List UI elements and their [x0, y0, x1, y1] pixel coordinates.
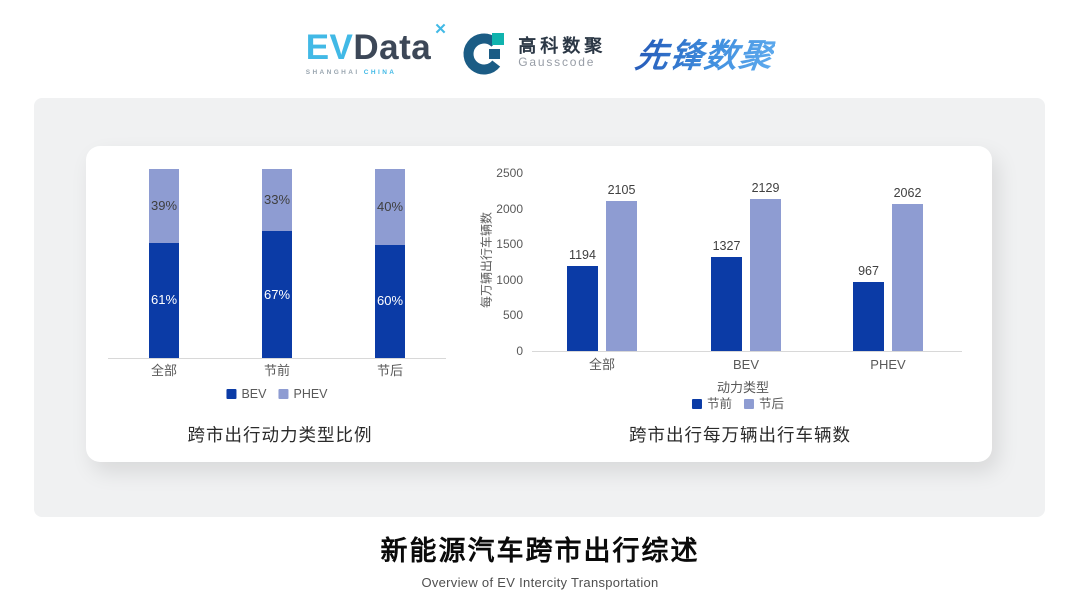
evdata-spark-icon: ✕ — [434, 21, 448, 38]
bar-value-label: 2062 — [893, 186, 922, 201]
bar-segment-bev — [375, 244, 405, 358]
bar-value-label: 2105 — [607, 183, 636, 198]
category-label: PHEV — [870, 357, 906, 372]
legend-swatch — [226, 389, 237, 399]
evdata-sub-shanghai: SHANGHAI — [305, 69, 360, 76]
legend-item: PHEV — [278, 387, 328, 401]
category-label: 节后 — [376, 363, 403, 378]
bar-segment-phev — [262, 169, 292, 232]
gausscode-en-text: Gausscode — [518, 55, 596, 70]
bar-value-label: 1194 — [569, 247, 596, 262]
gausscode-cn-text: 高科数聚 — [518, 35, 607, 56]
page-footer: 新能源汽车跨市出行综述 Overview of EV Intercity Tra… — [0, 529, 1080, 590]
bar-segment-bev — [262, 231, 292, 358]
bar-segment-phev — [375, 169, 405, 245]
xianfeng-logo: 先锋数聚 — [633, 29, 776, 77]
x-axis-title: 动力类型 — [716, 380, 770, 395]
gausscode-text: 高科数聚 Gausscode — [518, 35, 607, 70]
bar-value-label: 40% — [376, 198, 404, 214]
chart-title: 跨市出行每万辆出行车辆数 — [629, 425, 851, 445]
bar-segment-bev — [149, 242, 179, 358]
page-subtitle: Overview of EV Intercity Transportation — [421, 575, 659, 590]
evdata-logo: EVData ✕ SHANGHAI CHINA — [305, 22, 447, 76]
legend-swatch — [744, 399, 754, 409]
bar-value-label: 1327 — [712, 238, 741, 253]
y-axis-title: 每万辆出行车辆数 — [479, 211, 494, 309]
gausscode-g-icon — [463, 33, 505, 75]
evdata-data-text: Data — [353, 28, 432, 67]
chart-legend: 节前 节后 — [691, 397, 784, 411]
y-axis-tick-label: 500 — [502, 308, 523, 323]
xianfeng-text: 先锋数聚 — [633, 29, 778, 77]
bar-value-label: 2129 — [751, 181, 780, 196]
logo-bar: EVData ✕ SHANGHAI CHINA 高科数聚 Gausscode 先… — [0, 22, 1080, 84]
bar-节前 — [711, 256, 742, 351]
legend-swatch — [278, 389, 289, 399]
legend-item: 节前 — [691, 397, 732, 411]
chart-trips-per-10k: 0 500 1000 1500 2000 2500 每万辆出行车辆数 1194 2105 全部 13… — [460, 146, 992, 462]
chart-legend: BEV PHEV — [226, 387, 328, 401]
bar-节后 — [606, 201, 637, 351]
bar-value-label: 61% — [150, 292, 178, 308]
bar-value-label: 967 — [858, 264, 879, 279]
category-label: BEV — [732, 357, 759, 372]
bar-节后 — [892, 204, 923, 351]
evdata-wordmark: EVData ✕ — [305, 22, 447, 67]
bar-value-label: 67% — [263, 286, 291, 302]
y-axis-tick-label: 2500 — [496, 166, 523, 180]
category-label: 全部 — [150, 363, 177, 378]
chart-title: 跨市出行动力类型比例 — [187, 425, 373, 445]
y-axis-tick-label: 1500 — [496, 237, 523, 252]
legend-label: BEV — [241, 387, 267, 401]
gausscode-logo: 高科数聚 Gausscode — [461, 29, 606, 77]
y-axis-tick-label: 1000 — [496, 272, 523, 287]
bar-节前 — [853, 282, 884, 351]
evdata-sub-china: CHINA — [363, 69, 397, 76]
x-axis-line — [532, 351, 962, 352]
charts-panel: 61% 39% 全部 67% 33% 节前 60% 40% 节后 BEV PHEV 跨市出行动力类型比… — [86, 146, 992, 462]
evdata-ev-text: EV — [305, 28, 354, 67]
legend-swatch — [691, 399, 702, 409]
y-axis-tick-label: 0 — [516, 344, 523, 358]
legend-item: BEV — [226, 388, 266, 400]
category-label: 全部 — [588, 357, 615, 372]
legend-label: 节前 — [706, 397, 732, 411]
bar-value-label: 33% — [263, 192, 291, 208]
legend-label: 节后 — [759, 397, 785, 411]
evdata-subtitle: SHANGHAI CHINA — [306, 69, 397, 76]
x-axis-line — [108, 358, 446, 359]
bar-segment-phev — [149, 169, 179, 243]
bar-节前 — [567, 265, 598, 351]
page-title: 新能源汽车跨市出行综述 — [380, 536, 700, 566]
bar-节后 — [750, 199, 781, 351]
summary-card: 61% 39% 全部 67% 33% 节前 60% 40% 节后 BEV PHEV 跨市出行动力类型比… — [34, 98, 1045, 517]
chart-power-type-ratio: 61% 39% 全部 67% 33% 节前 60% 40% 节后 BEV PHEV 跨市出行动力类型比… — [86, 146, 506, 462]
category-label: 节前 — [263, 363, 290, 378]
legend-item: 节后 — [744, 398, 784, 410]
bar-value-label: 60% — [376, 293, 404, 309]
bar-value-label: 39% — [150, 197, 178, 213]
y-axis-tick-label: 2000 — [496, 201, 523, 216]
legend-label: PHEV — [293, 387, 328, 401]
